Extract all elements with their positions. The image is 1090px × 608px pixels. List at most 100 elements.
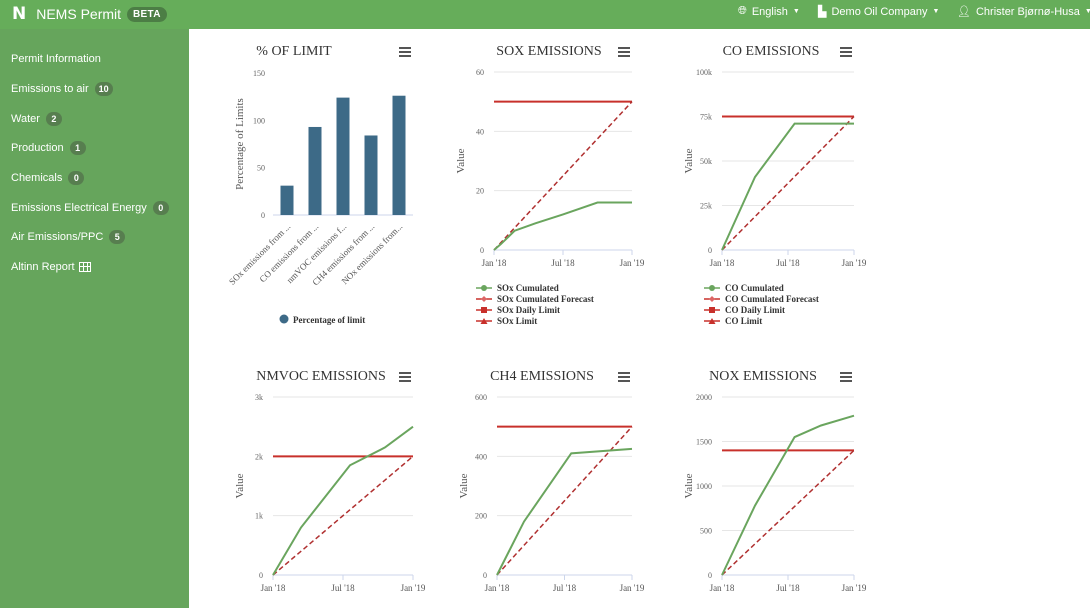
chart-menu-icon[interactable] (618, 372, 630, 382)
cumulated-line[interactable] (721, 414, 855, 576)
legend-item[interactable]: CO Daily Limit (704, 305, 785, 315)
legend-label: SOx Cumulated (497, 283, 559, 293)
forecast-line[interactable] (272, 455, 414, 576)
chart-title: SOX EMISSIONS (496, 44, 601, 59)
bar[interactable] (280, 185, 294, 215)
y-tick-label: 500 (700, 527, 712, 536)
sidebar-item-permit-information[interactable]: Permit Information (11, 53, 101, 65)
cumulated-line[interactable] (721, 122, 854, 251)
legend-item[interactable]: CO Limit (704, 316, 762, 326)
cumulated-line[interactable] (272, 425, 414, 576)
chart-menu-icon[interactable] (840, 47, 852, 57)
x-tick-label: Jul '18 (331, 583, 355, 593)
x-tick-label: Jan '18 (710, 583, 735, 593)
y-tick-label: 1500 (696, 438, 712, 447)
sidebar-item-air-emissions-ppc[interactable]: Air Emissions/PPC 5 (11, 228, 126, 246)
chart-menu-icon[interactable] (399, 372, 411, 382)
chart-menu-icon[interactable] (840, 372, 852, 382)
sidebar-item-chemicals[interactable]: Chemicals 0 (11, 169, 85, 187)
y-axis-title: Value (683, 148, 695, 173)
charts-canvas: % OF LIMIT 0 50 100 150 Percentage of Limits S… (227, 44, 867, 593)
x-tick-label: Jul '18 (776, 258, 800, 268)
x-tick-label: Jul '18 (776, 583, 800, 593)
y-tick-label: 1k (255, 512, 263, 521)
legend-item[interactable]: CO Cumulated Forecast (704, 294, 819, 304)
y-tick-label: 1000 (696, 482, 712, 491)
language-dropdown[interactable]: 🌐︎ English ▼ (738, 5, 800, 18)
y-tick-label: 0 (708, 246, 712, 255)
chart-menu-icon[interactable] (618, 47, 630, 57)
count-badge: 0 (152, 201, 169, 215)
sidebar-item-altinn-report[interactable]: Altinn Report (11, 258, 91, 276)
legend-marker (481, 307, 487, 313)
sidebar-item-production[interactable]: Production 1 (11, 139, 86, 157)
bar[interactable] (392, 95, 406, 215)
y-tick-label: 0 (483, 571, 487, 580)
forecast-line[interactable] (721, 449, 855, 576)
legend-item[interactable]: SOx Daily Limit (476, 305, 560, 315)
y-tick-label: 2000 (696, 393, 712, 402)
legend-marker (709, 296, 715, 302)
bar[interactable] (308, 126, 322, 215)
legend-item[interactable]: SOx Limit (476, 316, 537, 326)
y-tick-label: 60 (476, 68, 484, 77)
y-tick-label: 400 (475, 452, 487, 461)
forecast-line[interactable] (496, 426, 633, 576)
y-tick-label: 0 (261, 211, 265, 220)
top-navbar: N NEMS Permit BETA 🌐︎ English ▼ ▙ Demo O… (0, 0, 1090, 29)
legend-item[interactable]: SOx Cumulated Forecast (476, 294, 594, 304)
forecast-line[interactable] (493, 101, 633, 251)
legend-marker (481, 285, 487, 291)
y-tick-label: 200 (475, 512, 487, 521)
app-name: NEMS Permit (36, 6, 122, 22)
forecast-line[interactable] (721, 115, 855, 251)
brand[interactable]: N NEMS Permit BETA (12, 4, 167, 24)
x-tick-label: Jan '18 (485, 583, 510, 593)
legend-marker[interactable] (279, 314, 289, 324)
chart-title: CO EMISSIONS (723, 44, 820, 59)
legend-label: SOx Limit (497, 316, 537, 326)
legend-item[interactable]: CO Cumulated (704, 283, 784, 293)
legend-label: CO Limit (725, 316, 762, 326)
chart-title: NOX EMISSIONS (709, 369, 817, 384)
y-axis-title: Value (234, 473, 246, 498)
cumulated-line[interactable] (496, 447, 633, 576)
y-axis-title: Value (683, 473, 695, 498)
sidebar-item-emissions-to-air[interactable]: Emissions to air 10 (11, 80, 113, 98)
language-label: English (751, 5, 788, 18)
company-dropdown[interactable]: ▙ Demo Oil Company ▼ (818, 5, 939, 19)
x-tick-label: Jan '19 (620, 258, 645, 268)
user-icon: 👤︎ (957, 6, 971, 18)
legend-label: CO Daily Limit (725, 305, 785, 315)
legend-item[interactable]: SOx Cumulated (476, 283, 559, 293)
y-axis-title: Value (458, 473, 470, 498)
x-tick-label: Jan '18 (482, 258, 507, 268)
y-tick-label: 0 (480, 246, 484, 255)
sidebar-item-water[interactable]: Water 2 (11, 110, 62, 128)
y-tick-label: 50k (700, 157, 712, 166)
cumulated-line[interactable] (493, 201, 632, 251)
globe-icon: 🌐︎ (738, 5, 747, 17)
chart-menu-icon[interactable] (399, 47, 411, 57)
bar[interactable] (336, 97, 350, 215)
x-tick-label: Jan '19 (842, 583, 867, 593)
beta-badge: BETA (127, 6, 167, 22)
legend-marker (709, 307, 715, 313)
nems-logo: N (12, 4, 27, 24)
sidebar-item-emissions-electrical-energy[interactable]: Emissions Electrical Energy 0 (11, 199, 169, 217)
user-dropdown[interactable]: 👤︎ Christer Bjørnø-Husa ▼ (957, 5, 1090, 19)
bar[interactable] (364, 135, 378, 215)
x-tick-label: Jan '19 (401, 583, 426, 593)
user-name: Christer Bjørnø-Husa (975, 5, 1080, 18)
caret-down-icon: ▼ (1084, 8, 1090, 15)
legend-label: SOx Cumulated Forecast (497, 294, 594, 304)
legend-label[interactable]: Percentage of limit (293, 315, 365, 325)
y-tick-label: 100 (253, 116, 265, 125)
caret-down-icon: ▼ (792, 8, 800, 15)
chart-title: % OF LIMIT (256, 44, 332, 59)
legend-marker (709, 285, 715, 291)
x-tick-label: Jan '18 (710, 258, 735, 268)
y-tick-label: 3k (255, 393, 263, 402)
y-tick-label: 75k (700, 113, 712, 122)
y-axis-title: Percentage of Limits (234, 98, 246, 190)
